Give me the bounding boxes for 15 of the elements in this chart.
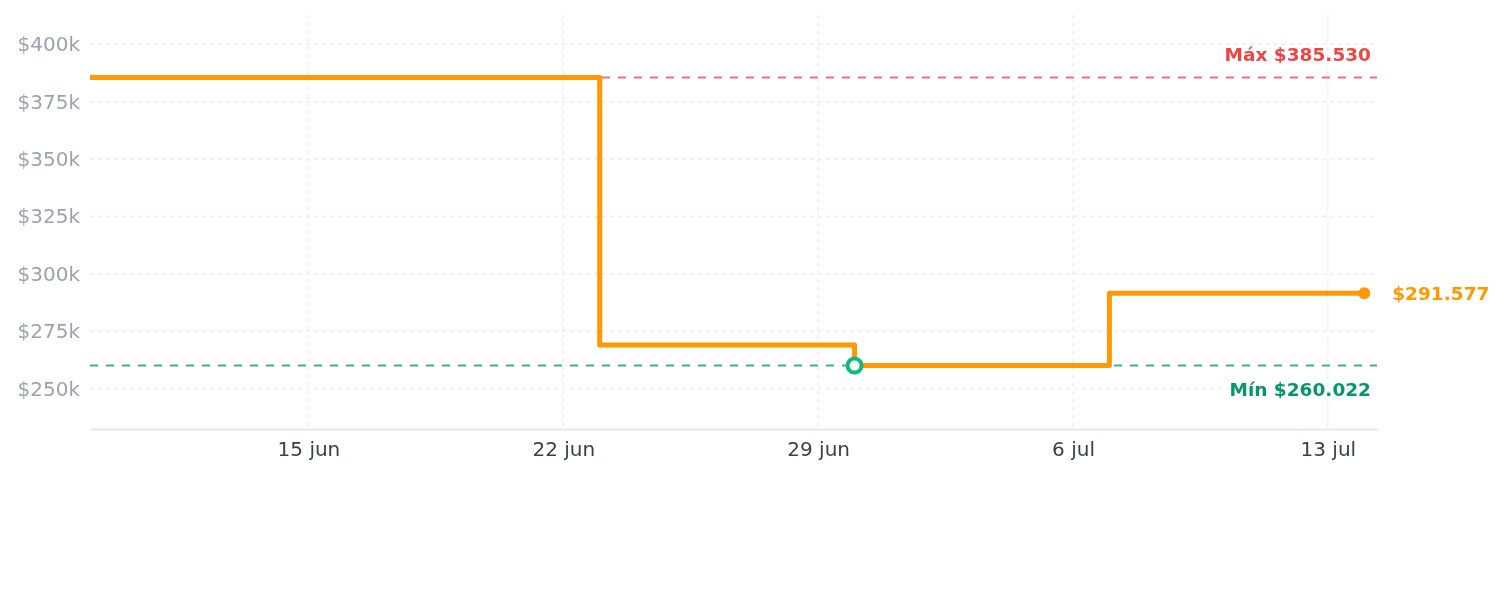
x-tick-label: 15 jun (277, 437, 341, 462)
x-tick-label: 22 jun (532, 437, 596, 462)
y-tick-label: $375k (17, 89, 81, 114)
x-tick-label: 6 jul (1052, 437, 1095, 462)
ref-line-label: Mín $260.022 (1229, 378, 1371, 400)
ref-line-label: Máx $385.530 (1224, 43, 1371, 65)
x-tick-label: 29 jun (787, 437, 851, 462)
y-tick-label: $400k (17, 32, 81, 57)
x-tick-label: 13 jul (1300, 437, 1357, 462)
y-tick-label: $350k (17, 147, 81, 172)
y-tick-label: $275k (17, 319, 81, 344)
y-tick-label: $250k (17, 376, 81, 401)
y-tick-label: $325k (17, 204, 81, 229)
data-label: $291.577 (1392, 282, 1490, 304)
y-tick-label: $300k (17, 261, 81, 286)
